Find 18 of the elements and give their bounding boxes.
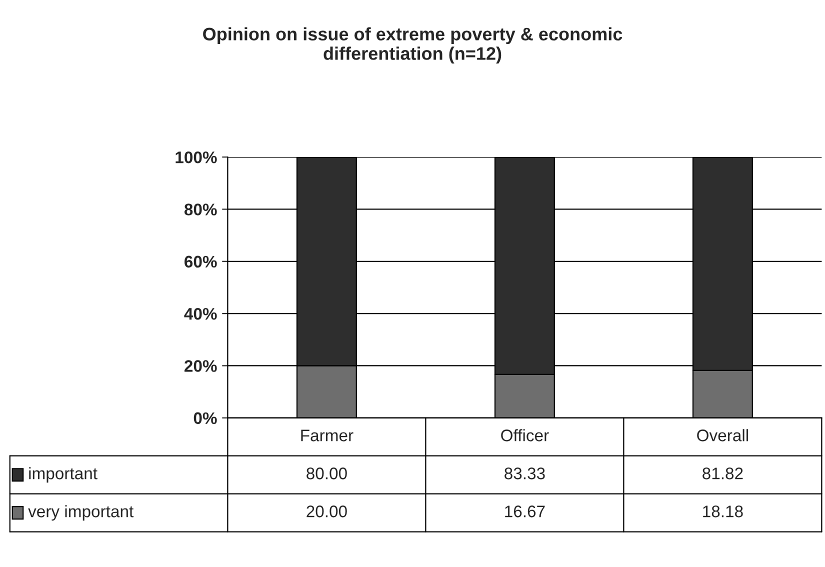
x-tick-label: Farmer: [301, 430, 354, 442]
y-tick-label: 40%: [184, 308, 217, 320]
y-tick-label: 20%: [184, 360, 217, 372]
data-label: 83.33: [504, 468, 545, 480]
x-tick-label: Overall: [697, 429, 748, 442]
x-tick-label: Officer: [501, 429, 549, 442]
data-label: 16.67: [505, 506, 545, 518]
y-tick-label: 60%: [184, 256, 217, 268]
data-label: 80.00: [306, 468, 347, 480]
data-label: 20.00: [306, 506, 347, 518]
y-tick-label: 100%: [176, 151, 217, 164]
legend-label: important: [29, 467, 98, 483]
chart-title: Opinion on issue of extreme poverty & economic differentiation (n=12): [203, 27, 622, 64]
y-tick-label: 0%: [194, 412, 217, 424]
data-label: 18.18: [703, 506, 743, 518]
data-label: 81.82: [702, 468, 743, 480]
legend-label: very important: [28, 505, 134, 521]
y-tick-label: 80%: [184, 204, 217, 216]
